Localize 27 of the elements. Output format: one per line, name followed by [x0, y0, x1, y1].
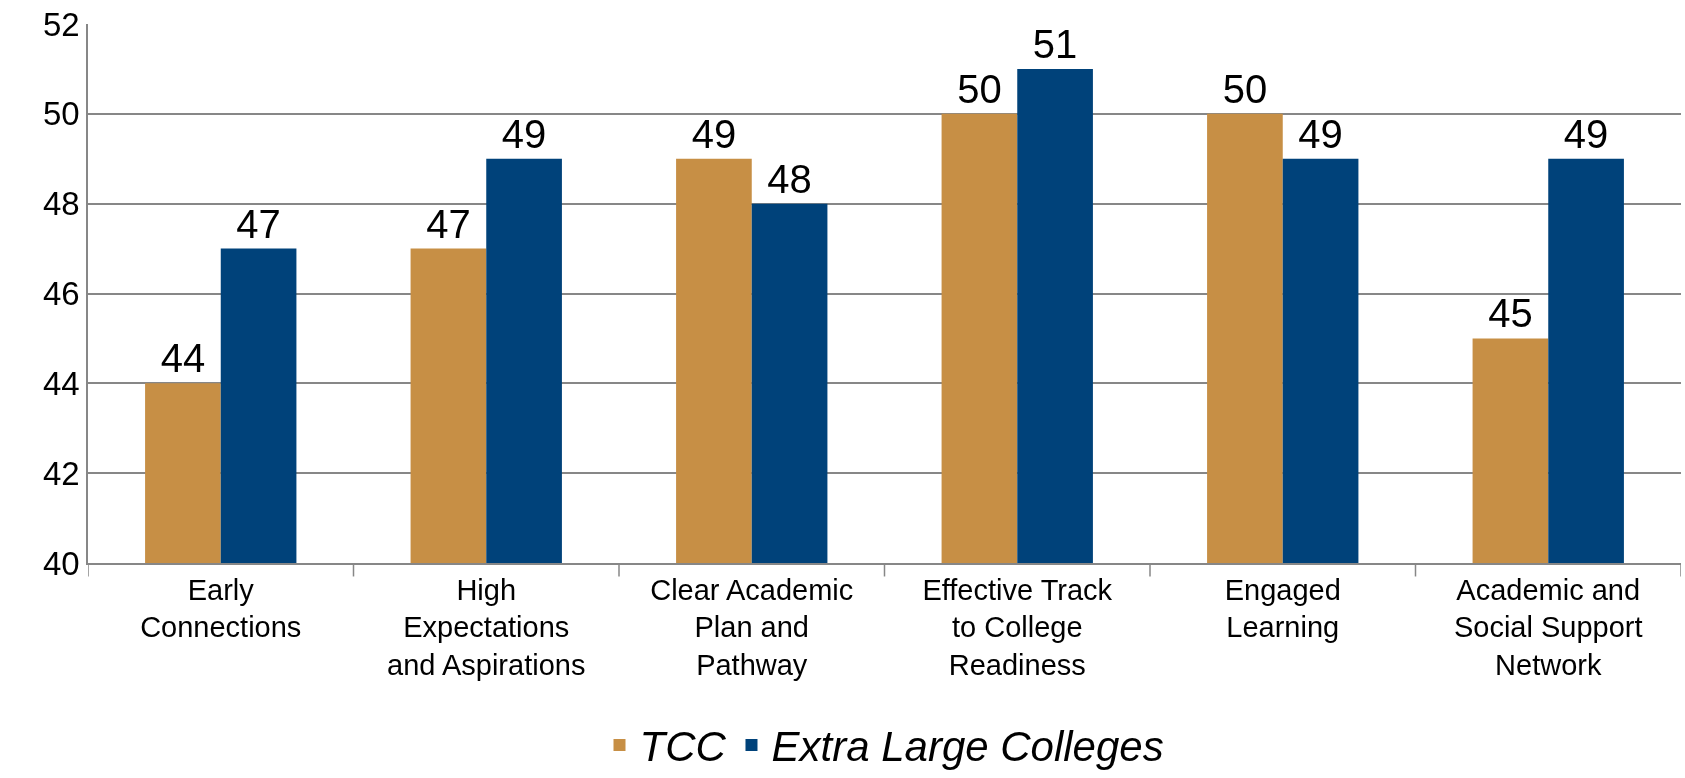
data-label: 47 — [236, 201, 281, 246]
x-tick-label: Clear Academic Plan and Pathway — [650, 573, 854, 681]
y-tick-label: 40 — [42, 544, 80, 582]
data-label: 50 — [1222, 66, 1268, 111]
legend-label: Extra Large Colleges — [771, 723, 1164, 771]
data-label: 48 — [767, 156, 812, 201]
x-tick-label: Effective Track to College Readiness — [922, 573, 1113, 681]
y-tick-label: 46 — [42, 275, 80, 313]
data-label: 45 — [1488, 291, 1533, 336]
data-label: 49 — [1298, 111, 1343, 156]
x-tick-label: High Expectations and Aspirations — [387, 573, 586, 681]
data-label: 49 — [1563, 111, 1609, 156]
data-label: 44 — [160, 336, 206, 381]
y-tick-label: 48 — [42, 185, 80, 223]
y-tick-label: 52 — [42, 5, 80, 43]
x-tick-label: Engaged Learning — [1224, 573, 1341, 644]
x-tick-label: Academic and Social Support Network — [1453, 573, 1643, 681]
y-tick-label: 42 — [42, 454, 80, 492]
data-label: 50 — [957, 66, 1002, 111]
legend-label: TCC — [639, 723, 727, 771]
data-label: 49 — [691, 111, 737, 156]
y-tick-label: 44 — [42, 364, 80, 402]
data-label: 47 — [426, 201, 471, 246]
data-label: 49 — [501, 111, 547, 156]
y-tick-label: 50 — [42, 95, 80, 133]
data-label: 51 — [1032, 21, 1078, 66]
x-tick-label: Early Connections — [140, 573, 302, 644]
